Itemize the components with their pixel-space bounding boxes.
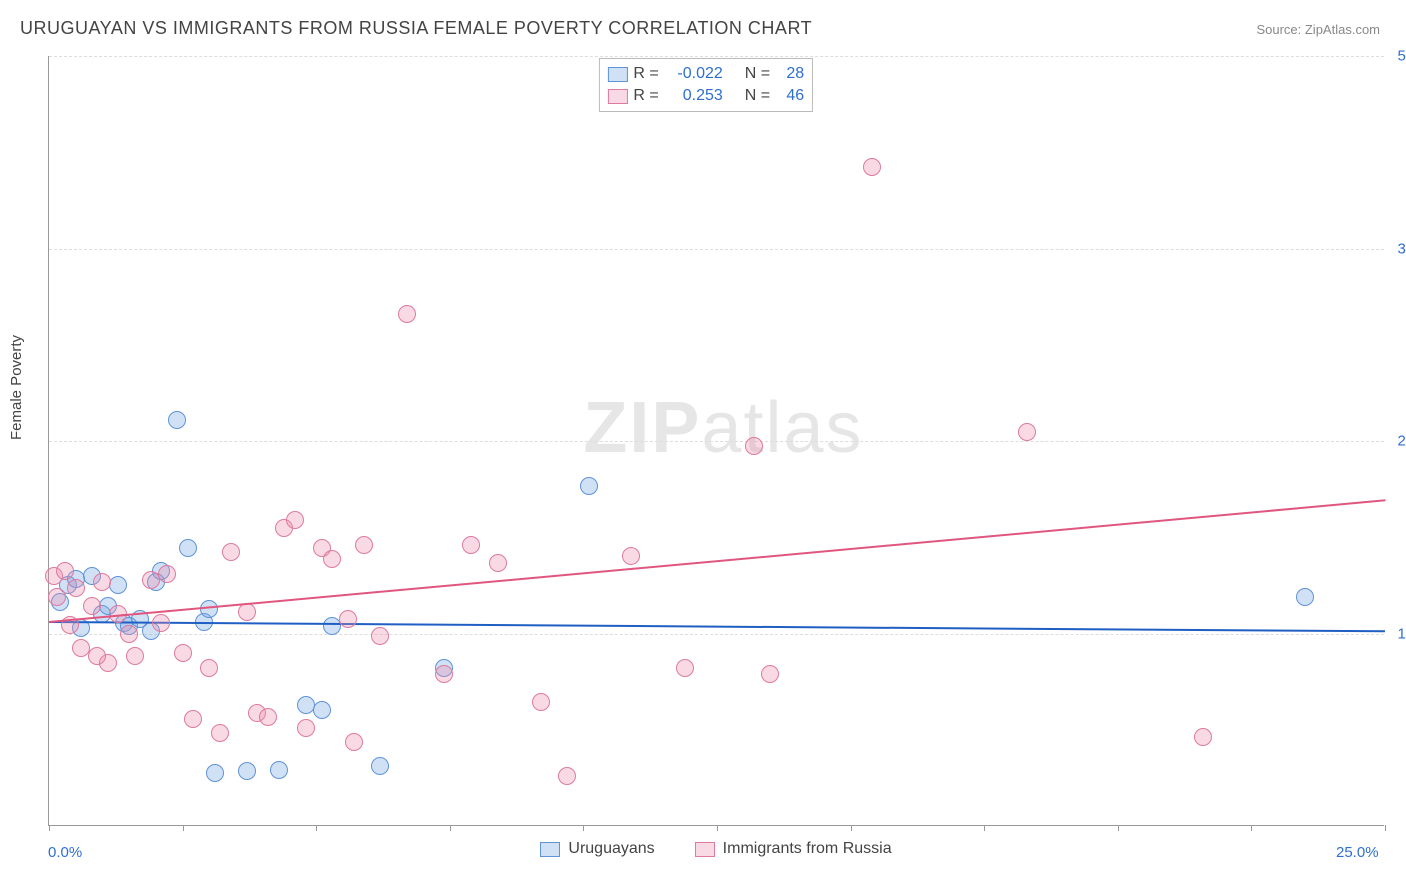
gridline <box>49 634 1384 635</box>
data-point <box>168 411 186 429</box>
data-point <box>622 547 640 565</box>
data-point <box>339 610 357 628</box>
data-point <box>120 625 138 643</box>
data-point <box>238 603 256 621</box>
data-point <box>200 600 218 618</box>
data-point <box>435 665 453 683</box>
data-point <box>489 554 507 572</box>
x-tick <box>851 825 852 831</box>
source-label: Source: ZipAtlas.com <box>1256 22 1380 37</box>
data-point <box>745 437 763 455</box>
data-point <box>398 305 416 323</box>
legend-correlation-row: R = -0.022 N = 28 <box>607 63 804 85</box>
data-point <box>109 576 127 594</box>
y-tick-label: 12.5% <box>1388 625 1406 642</box>
data-point <box>211 724 229 742</box>
data-point <box>93 573 111 591</box>
data-point <box>297 719 315 737</box>
data-point <box>259 708 277 726</box>
data-point <box>83 597 101 615</box>
data-point <box>56 562 74 580</box>
x-tick <box>450 825 451 831</box>
legend-series-label: Immigrants from Russia <box>723 840 892 858</box>
data-point <box>462 536 480 554</box>
data-point <box>48 588 66 606</box>
x-tick <box>316 825 317 831</box>
legend-swatch <box>607 89 627 104</box>
data-point <box>1194 728 1212 746</box>
chart-plot-area: ZIPatlas R =-0.022N =28R =0.253N =46 12.… <box>48 56 1384 826</box>
x-tick <box>717 825 718 831</box>
r-label: R = <box>633 65 658 83</box>
legend-swatch <box>695 842 715 857</box>
n-value: 46 <box>776 87 804 105</box>
y-tick-label: 50.0% <box>1388 48 1406 65</box>
legend-swatch <box>607 67 627 82</box>
data-point <box>371 757 389 775</box>
x-tick <box>183 825 184 831</box>
y-tick-label: 37.5% <box>1388 240 1406 257</box>
data-point <box>126 647 144 665</box>
data-point <box>179 539 197 557</box>
data-point <box>355 536 373 554</box>
watermark-zip: ZIP <box>583 388 701 468</box>
data-point <box>206 764 224 782</box>
legend-correlation-box: R = -0.022 N = 28 R = 0.253 N = 46 <box>598 58 813 112</box>
watermark: ZIPatlas <box>583 387 863 469</box>
data-point <box>761 665 779 683</box>
x-tick <box>984 825 985 831</box>
data-point <box>158 565 176 583</box>
x-tick <box>583 825 584 831</box>
legend-series: Uruguayans Immigrants from Russia <box>48 840 1384 858</box>
data-point <box>371 627 389 645</box>
data-point <box>270 761 288 779</box>
data-point <box>676 659 694 677</box>
r-label: R = <box>633 87 658 105</box>
data-point <box>238 762 256 780</box>
gridline <box>49 56 1384 57</box>
gridline <box>49 249 1384 250</box>
data-point <box>532 693 550 711</box>
n-label: N = <box>745 87 770 105</box>
y-axis-label: Female Poverty <box>8 335 25 440</box>
data-point <box>1296 588 1314 606</box>
data-point <box>323 550 341 568</box>
data-point <box>580 477 598 495</box>
data-point <box>222 543 240 561</box>
data-point <box>863 158 881 176</box>
n-value: 28 <box>776 65 804 83</box>
data-point <box>200 659 218 677</box>
r-value: -0.022 <box>665 65 723 83</box>
x-tick-label-max: 25.0% <box>1336 844 1379 861</box>
watermark-atlas: atlas <box>701 388 863 468</box>
data-point <box>152 614 170 632</box>
legend-correlation-row: R = 0.253 N = 46 <box>607 85 804 107</box>
data-point <box>558 767 576 785</box>
legend-swatch <box>540 842 560 857</box>
trend-line <box>49 621 1385 632</box>
data-point <box>345 733 363 751</box>
data-point <box>313 701 331 719</box>
legend-series-label: Uruguayans <box>568 840 654 858</box>
data-point <box>1018 423 1036 441</box>
n-label: N = <box>745 65 770 83</box>
x-tick <box>1385 825 1386 831</box>
data-point <box>286 511 304 529</box>
data-point <box>174 644 192 662</box>
legend-series-item: Immigrants from Russia <box>695 840 892 858</box>
x-tick <box>1118 825 1119 831</box>
gridline <box>49 441 1384 442</box>
x-tick <box>1251 825 1252 831</box>
chart-title: URUGUAYAN VS IMMIGRANTS FROM RUSSIA FEMA… <box>20 18 812 39</box>
data-point <box>67 579 85 597</box>
r-value: 0.253 <box>665 87 723 105</box>
x-tick <box>49 825 50 831</box>
data-point <box>88 647 106 665</box>
x-tick-label-min: 0.0% <box>48 844 82 861</box>
y-tick-label: 25.0% <box>1388 433 1406 450</box>
legend-series-item: Uruguayans <box>540 840 654 858</box>
data-point <box>184 710 202 728</box>
trend-line <box>49 500 1385 624</box>
